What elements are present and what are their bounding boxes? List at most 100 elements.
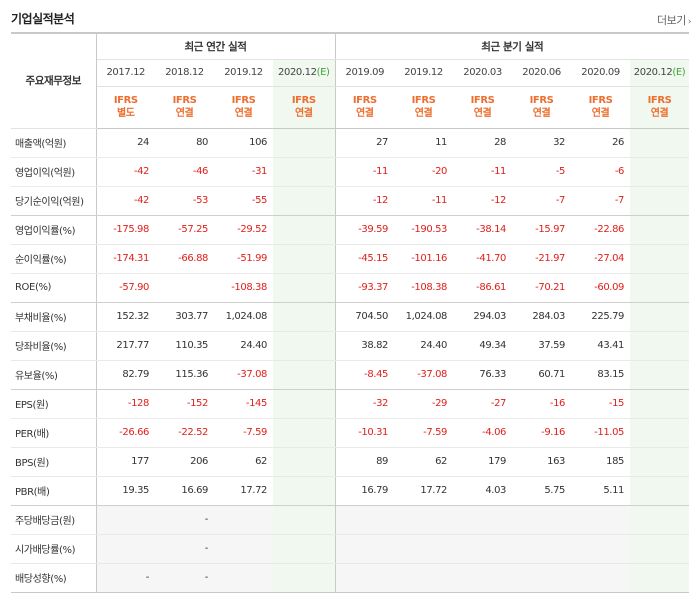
value-cell: -22.52 (155, 418, 214, 448)
ifrs-label: IFRS (113, 95, 138, 106)
value-cell (214, 505, 273, 535)
value-cell: -11.05 (571, 418, 631, 448)
basis-label: 연결 (473, 108, 492, 119)
value-cell (273, 447, 336, 477)
value-cell: 89 (335, 447, 395, 477)
basis-label: 연결 (175, 108, 194, 119)
row-label: PBR(배) (11, 476, 97, 506)
value-cell: -152 (155, 389, 214, 419)
value-cell: -8.45 (335, 360, 395, 390)
value-cell (571, 563, 631, 593)
value-cell (630, 244, 690, 274)
value-cell: 1,024.08 (394, 302, 454, 332)
value-cell: 115.36 (155, 360, 214, 390)
row-label: BPS(원) (11, 447, 97, 477)
value-cell: -7 (512, 186, 572, 216)
ifrs-label: IFRS (647, 95, 672, 106)
basis-label: 연결 (414, 108, 433, 119)
value-cell: -55 (214, 186, 273, 216)
value-cell: -22.86 (571, 215, 631, 245)
value-cell (512, 563, 572, 593)
value-cell: 38.82 (335, 331, 395, 361)
value-cell (453, 534, 513, 564)
value-cell: -12 (335, 186, 395, 216)
value-cell (630, 273, 690, 303)
period-label: 2019.12 (404, 67, 443, 78)
chevron-right-icon: › (687, 17, 692, 27)
period-header: 2020.06 (512, 59, 572, 87)
value-cell: 27 (335, 128, 395, 158)
value-cell: 163 (512, 447, 572, 477)
value-cell (630, 505, 690, 535)
value-cell (394, 534, 454, 564)
value-cell: -57.25 (155, 215, 214, 245)
more-link[interactable]: 더보기 › (657, 12, 692, 28)
value-cell: 17.72 (214, 476, 273, 506)
table-row: 당좌비율(%) 217.77 110.35 24.40 38.82 24.40 49.34 3… (11, 331, 690, 361)
table-row: 순이익률(%) -174.31 -66.88 -51.99 -45.15 -101.16-… (11, 244, 690, 274)
value-cell (630, 476, 690, 506)
value-cell: -101.16 (394, 244, 454, 274)
row-label: 매출액(억원) (11, 128, 97, 158)
value-cell (630, 389, 690, 419)
value-cell (273, 244, 336, 274)
value-cell: -86.61 (453, 273, 513, 303)
value-cell: 37.59 (512, 331, 572, 361)
value-cell (630, 534, 690, 564)
value-cell (512, 505, 572, 535)
value-cell: -57.90 (96, 273, 155, 303)
value-cell (630, 447, 690, 477)
table-row: 유보율(%) 82.79 115.36 -37.08 -8.45 -37.08 76.33 6… (11, 360, 690, 390)
estimate-mark: (E) (316, 67, 330, 78)
basis-label: 연결 (591, 108, 610, 119)
value-cell: 206 (155, 447, 214, 477)
value-cell: -32 (335, 389, 395, 419)
value-cell: 5.75 (512, 476, 572, 506)
value-cell (512, 534, 572, 564)
value-cell: 62 (394, 447, 454, 477)
value-cell: -16 (512, 389, 572, 419)
value-cell: - (155, 563, 214, 593)
value-cell (394, 563, 454, 593)
value-cell: 60.71 (512, 360, 572, 390)
table-row: 주당배당금(원) - (11, 505, 690, 535)
ifrs-basis-header: IFRS 연결 (335, 86, 395, 129)
value-cell: 152.32 (96, 302, 155, 332)
row-label: PER(배) (11, 418, 97, 448)
value-cell: 4.03 (453, 476, 513, 506)
value-cell: 26 (571, 128, 631, 158)
ifrs-basis-header: IFRS 연결 (273, 86, 336, 129)
row-label: ROE(%) (11, 273, 97, 303)
value-cell: -29 (394, 389, 454, 419)
ifrs-label: IFRS (172, 95, 197, 106)
value-cell: -10.31 (335, 418, 395, 448)
value-cell: -93.37 (335, 273, 395, 303)
value-cell (453, 505, 513, 535)
value-cell: 11 (394, 128, 454, 158)
table-row: 영업이익률(%) -175.98 -57.25 -29.52 -39.59 -190.53… (11, 215, 690, 245)
table-row: BPS(원) 177 206 62 89 62 179 163 185 (11, 447, 690, 477)
value-cell (96, 534, 155, 564)
period-header: 2019.12 (214, 59, 273, 87)
basis-label: 연결 (650, 108, 669, 119)
row-label: 당기순이익(억원) (11, 186, 97, 216)
value-cell (630, 360, 690, 390)
value-cell: -15 (571, 389, 631, 419)
value-cell: 5.11 (571, 476, 631, 506)
value-cell: -4.06 (453, 418, 513, 448)
ifrs-label: IFRS (231, 95, 256, 106)
value-cell: 76.33 (453, 360, 513, 390)
value-cell (273, 157, 336, 187)
value-cell (630, 418, 690, 448)
period-label: 2019.09 (345, 67, 385, 78)
value-cell: 62 (214, 447, 273, 477)
ifrs-basis-header: IFRS 연결 (630, 86, 690, 129)
quarter-group-header: 최근 분기 실적 (335, 32, 690, 60)
value-cell: -20 (394, 157, 454, 187)
table-row: 당기순이익(억원) -42 -53 -55 -12 -11 -12 -7 -7 (11, 186, 690, 216)
value-cell (273, 389, 336, 419)
basis-label: 별도 (116, 108, 135, 119)
value-cell: -37.08 (214, 360, 273, 390)
value-cell: -7.59 (214, 418, 273, 448)
value-cell: -174.31 (96, 244, 155, 274)
